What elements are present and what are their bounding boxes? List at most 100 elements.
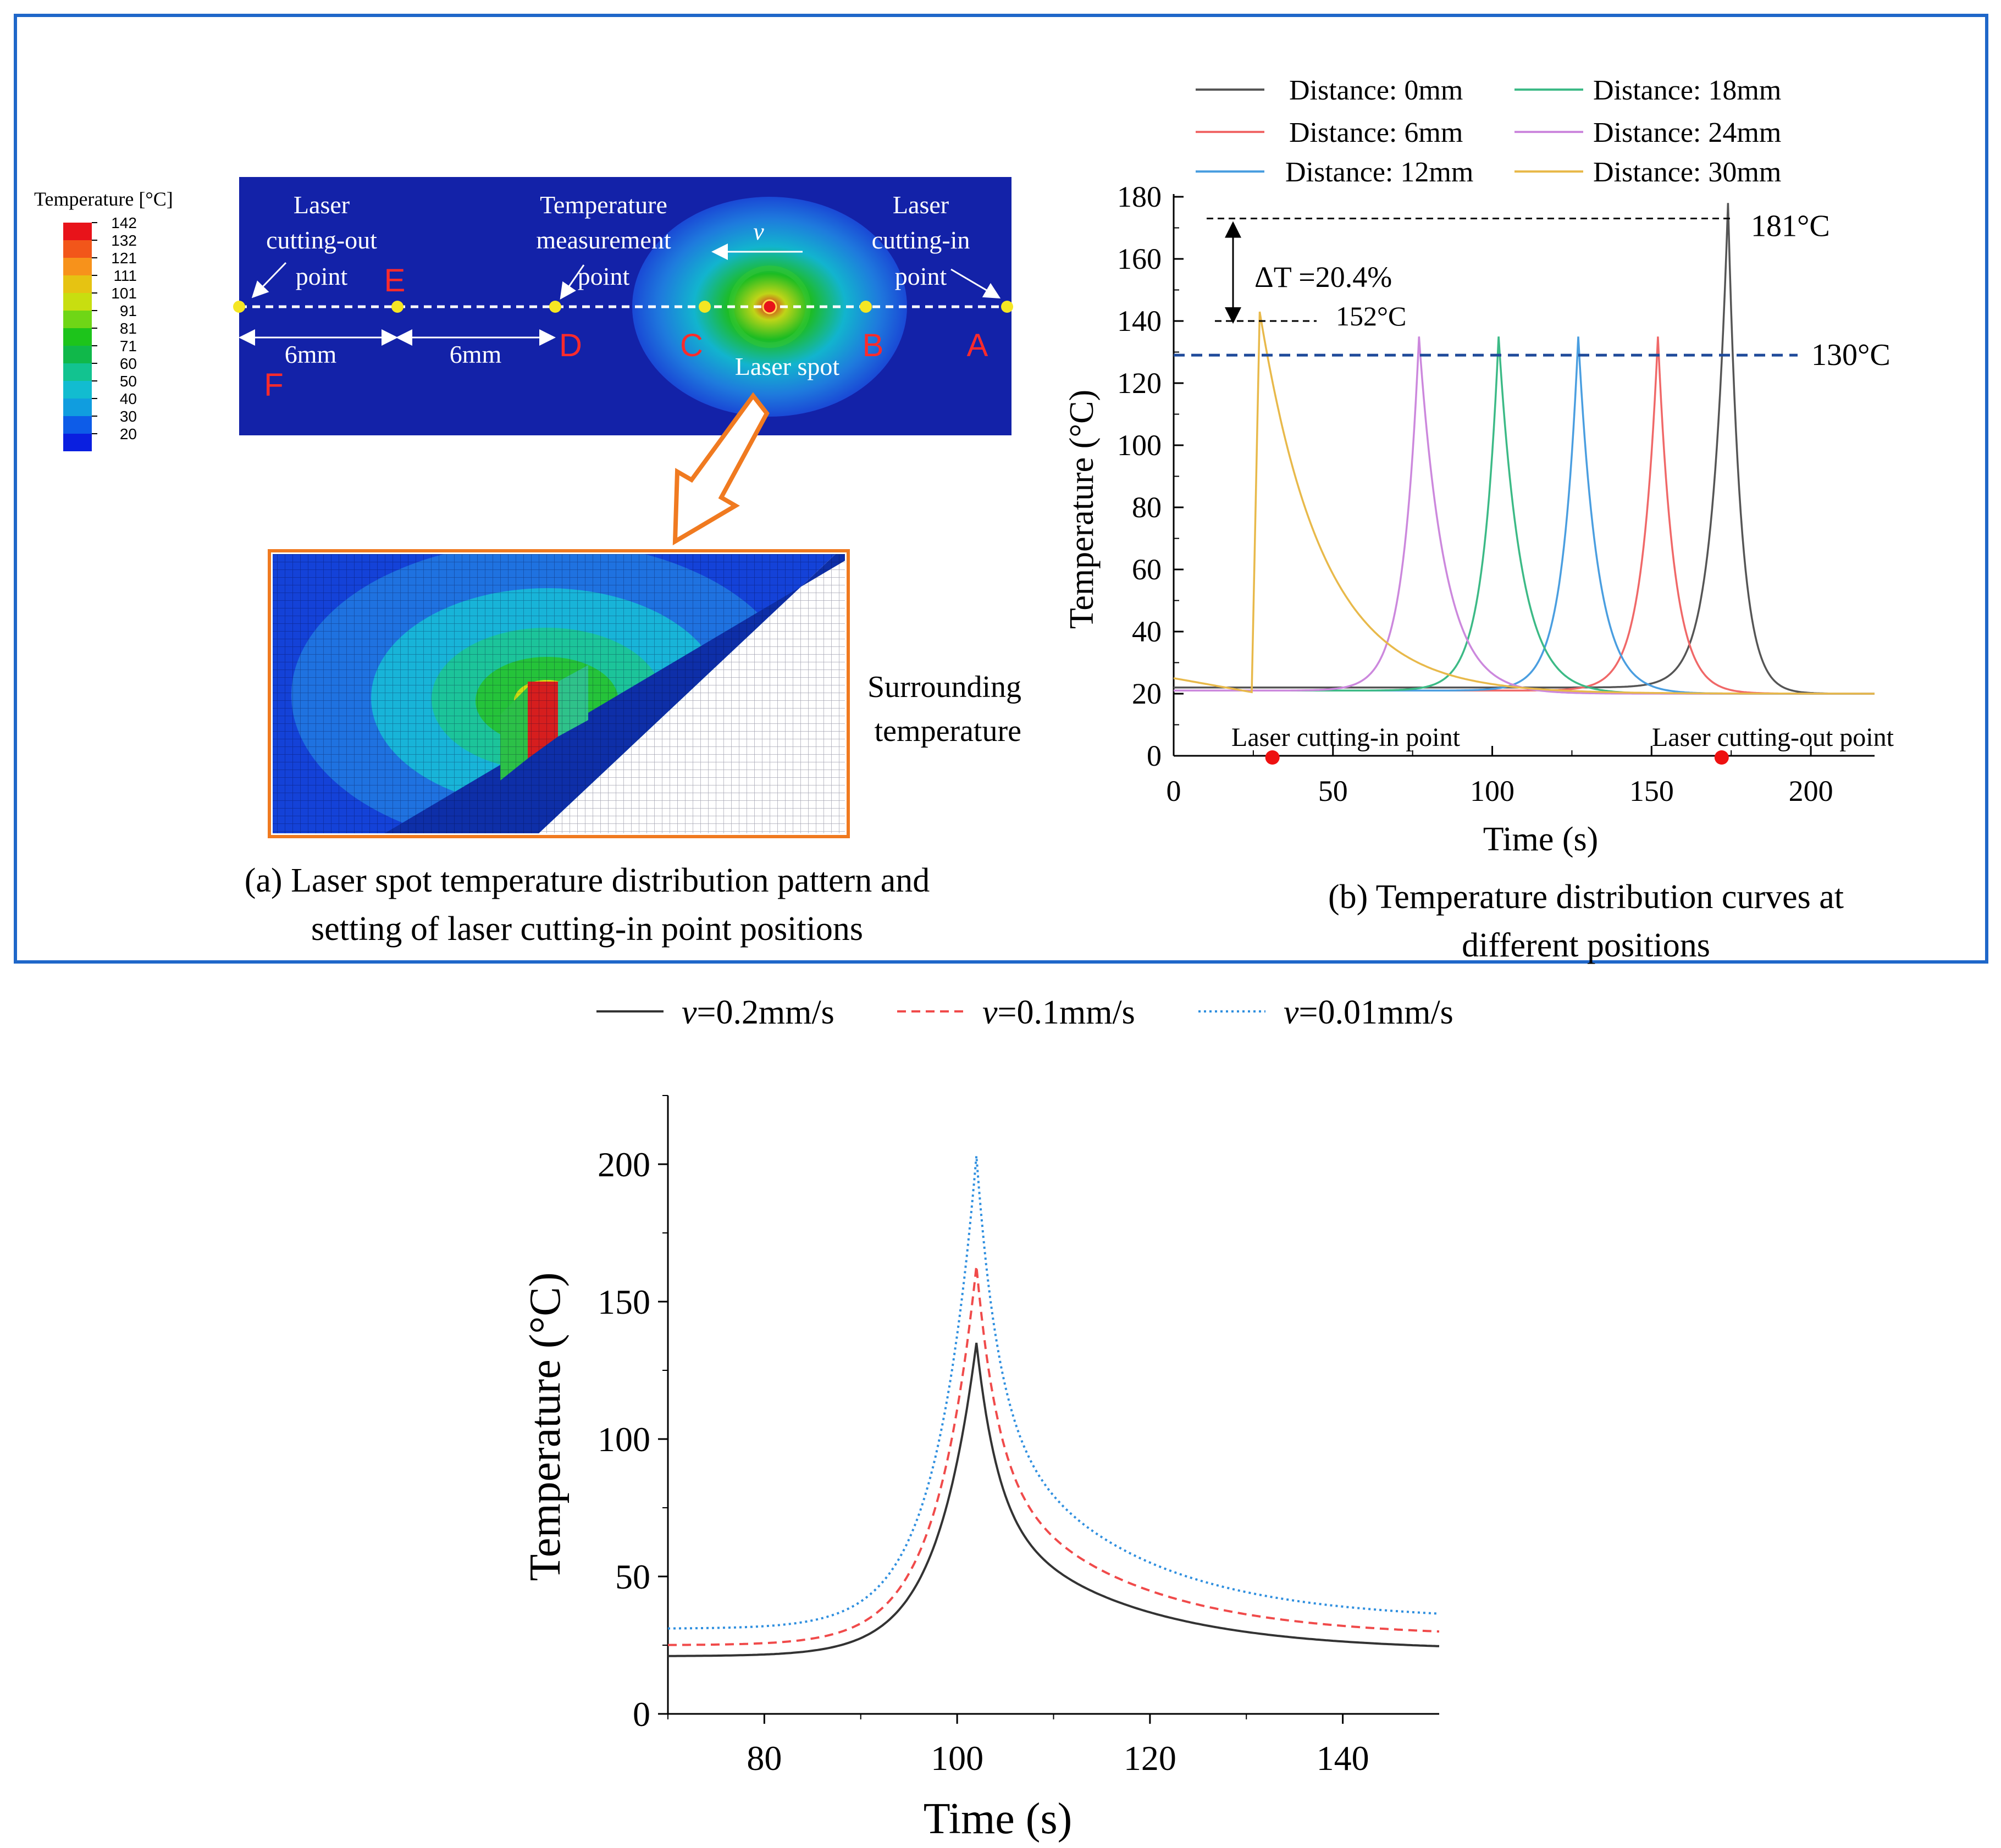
caption-b-line2: different positions: [1462, 927, 1710, 964]
y-axis-label: Temperature (°C): [521, 1272, 570, 1581]
path-point: [233, 301, 245, 313]
annotation-181: 181°C: [1751, 209, 1830, 244]
cut-in-annotation: Laser cutting-in point: [1231, 723, 1461, 752]
series-line: [1174, 336, 1875, 695]
x-tick-label: 120: [1124, 1739, 1176, 1778]
colorbar-swatch: [63, 258, 92, 275]
label-measure-2: measurement: [536, 226, 671, 254]
series-line: [1174, 336, 1875, 695]
annotation-152: 152°C: [1336, 301, 1406, 331]
y-tick-label: 160: [1117, 242, 1162, 275]
label-cut-in-1: Laser: [893, 191, 949, 219]
top-frame: [14, 14, 1988, 964]
cut-out-annotation: Laser cutting-out point: [1652, 723, 1894, 752]
panel-b: Distance: 0mm Distance: 6mm Distance: 12mm…: [867, 75, 1894, 964]
colorbar-tick-label: 91: [120, 302, 137, 319]
legend-label: v=0.2mm/s: [682, 994, 834, 1031]
legend-label: Distance: 12mm: [1285, 157, 1473, 188]
x-tick-label: 0: [1167, 774, 1181, 807]
legend-label: v=0.1mm/s: [982, 994, 1135, 1031]
colorbar-tick-label: 101: [111, 285, 137, 302]
series-line: [668, 1155, 1440, 1630]
velocity-label: v: [753, 218, 764, 245]
laser-spot-label: Laser spot: [735, 352, 840, 380]
colorbar-title: Temperature [°C]: [34, 188, 173, 210]
y-tick-label: 140: [1117, 305, 1162, 337]
colorbar-tick-label: 60: [120, 355, 137, 372]
y-tick-label: 200: [598, 1145, 650, 1184]
colorbar-swatch: [63, 240, 92, 258]
series-line: [668, 1342, 1440, 1657]
colorbar-swatch: [63, 381, 92, 399]
path-point: [391, 301, 403, 313]
point-letter-f: F: [264, 367, 283, 403]
point-letter-c: C: [680, 328, 703, 363]
x-axis-label: Time (s): [924, 1795, 1072, 1843]
dimension-2: 6mm: [450, 340, 502, 368]
mesh-view: [273, 554, 845, 833]
x-axis-label: Time (s): [1483, 821, 1599, 858]
panel-a: Temperature [°C] 14213212111110191817160…: [34, 177, 1013, 948]
colorbar-tick-label: 142: [111, 214, 137, 231]
y-tick-label: 180: [1117, 180, 1162, 213]
colorbar-tick-label: 111: [113, 267, 137, 284]
colorbar-swatch: [63, 363, 92, 381]
colorbar-swatch: [63, 223, 92, 240]
colorbar-tick-label: 71: [120, 337, 137, 355]
path-points: [233, 299, 1013, 314]
chart-b: 0 20 40 60 80 100 120 140 160 180 0 50 100 150 200 Time…: [1063, 180, 1894, 858]
y-tick-label: 150: [598, 1282, 650, 1321]
point-letter-e: E: [384, 263, 406, 298]
series-line: [1173, 311, 1875, 695]
legend-label: v=0.01mm/s: [1284, 994, 1453, 1031]
delta-annotation: ΔT =20.4%: [1254, 261, 1392, 294]
colorbar-swatch: [63, 293, 92, 311]
caption-a-line2: setting of laser cutting-in point positi…: [311, 910, 863, 948]
y-tick-label: 0: [1147, 739, 1162, 772]
legend-label: Distance: 18mm: [1593, 75, 1781, 106]
caption-a-line1: (a) Laser spot temperature distribution …: [245, 862, 930, 899]
x-tick-label: 200: [1789, 774, 1833, 807]
marker-point: [1714, 750, 1729, 765]
colorbar-swatch: [63, 434, 92, 451]
colorbar-swatch: [63, 346, 92, 363]
x-tick-label: 100: [1470, 774, 1514, 807]
path-point: [549, 301, 561, 313]
laser-spot-center: [762, 299, 777, 314]
colorbar-tick-label: 30: [120, 408, 137, 425]
legend-c: v=0.2mm/s v=0.1mm/s v=0.01mm/s: [596, 994, 1453, 1031]
path-point: [1001, 301, 1013, 313]
x-tick-label: 150: [1629, 774, 1674, 807]
y-axis-label: Temperature (°C): [1063, 390, 1101, 629]
label-measure-1: Temperature: [540, 191, 667, 219]
y-tick-label: 80: [1132, 491, 1162, 524]
series-line: [667, 1265, 1440, 1646]
colorbar-swatch: [63, 275, 92, 293]
label-cut-out-2: cutting-out: [266, 226, 377, 254]
series-line: [1174, 336, 1875, 695]
label-cut-out-1: Laser: [294, 191, 350, 219]
x-tick-label: 50: [1318, 774, 1348, 807]
legend-label: Distance: 30mm: [1593, 157, 1781, 188]
colorbar-tick-label: 81: [120, 320, 137, 337]
label-cut-in-2: cutting-in: [872, 226, 970, 254]
marker-point: [1265, 750, 1280, 765]
x-tick-label: 100: [931, 1739, 983, 1778]
label-cut-out-3: point: [296, 262, 348, 290]
x-tick-label: 140: [1317, 1739, 1369, 1778]
colorbar-swatch: [63, 311, 92, 328]
colorbar-tick-label: 20: [120, 425, 137, 442]
y-tick-label: 60: [1132, 553, 1162, 586]
path-point: [699, 301, 711, 313]
dimension-1: 6mm: [285, 340, 337, 368]
zoom-arrow: [672, 392, 770, 546]
colorbar-swatch: [63, 399, 92, 416]
surrounding-label-1: Surrounding: [867, 670, 1021, 704]
colorbar-tick-label: 121: [111, 250, 137, 267]
legend-label: Distance: 0mm: [1289, 75, 1463, 106]
legend-b: Distance: 0mm Distance: 6mm Distance: 12mm…: [1196, 75, 1781, 188]
y-tick-label: 0: [633, 1695, 650, 1734]
x-tick-label: 80: [747, 1739, 782, 1778]
